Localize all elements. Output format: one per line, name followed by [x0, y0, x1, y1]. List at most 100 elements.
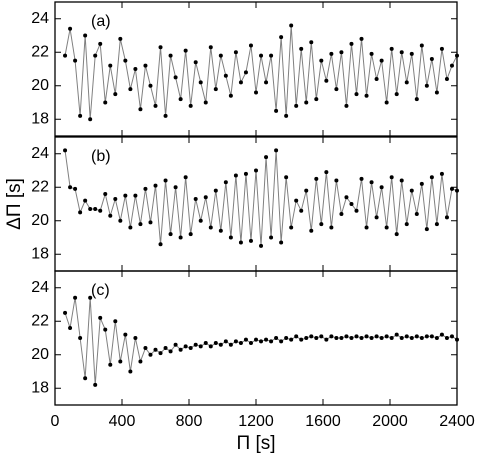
point: [68, 325, 73, 330]
x-tick-label: 2400: [439, 413, 475, 430]
y-tick-label: 20: [31, 346, 49, 363]
point: [424, 83, 429, 88]
point: [248, 238, 253, 243]
point: [389, 46, 394, 51]
point: [389, 175, 394, 180]
point: [218, 228, 223, 233]
point: [158, 242, 163, 247]
point: [349, 41, 354, 46]
point: [103, 327, 108, 332]
point: [449, 334, 454, 339]
point: [309, 334, 314, 339]
point: [414, 334, 419, 339]
point: [128, 369, 133, 374]
point: [198, 218, 203, 223]
point: [93, 207, 98, 212]
point: [98, 315, 103, 320]
y-tick-label: 18: [31, 245, 49, 262]
point: [138, 107, 143, 112]
point: [259, 339, 264, 344]
point: [354, 92, 359, 97]
point: [143, 346, 148, 351]
point: [228, 93, 233, 98]
point: [78, 113, 83, 118]
point: [233, 50, 238, 55]
point: [394, 332, 399, 337]
point: [409, 336, 414, 340]
point: [133, 336, 138, 340]
point: [339, 212, 344, 217]
panel-label: (b): [91, 148, 111, 165]
point: [419, 43, 424, 48]
point: [289, 337, 294, 342]
point: [183, 344, 188, 349]
y-tick-label: 22: [31, 178, 49, 195]
point: [279, 339, 284, 344]
point: [168, 349, 173, 354]
point: [444, 77, 449, 82]
x-tick-label: 800: [176, 413, 203, 430]
point: [218, 53, 223, 58]
panel-label: (a): [91, 13, 111, 30]
point: [63, 53, 68, 58]
point: [364, 334, 369, 339]
point: [364, 93, 369, 98]
point: [374, 215, 379, 220]
point: [83, 33, 88, 38]
point: [384, 334, 389, 339]
point: [319, 334, 324, 339]
point: [138, 222, 143, 227]
point: [389, 336, 394, 340]
x-tick-label: 1600: [305, 413, 341, 430]
point: [274, 148, 279, 153]
point: [334, 178, 339, 183]
point: [158, 351, 163, 356]
point: [248, 43, 253, 48]
point: [314, 97, 319, 102]
point: [88, 117, 93, 122]
point: [384, 225, 389, 230]
point: [213, 87, 218, 92]
point: [354, 334, 359, 339]
point: [238, 341, 243, 346]
point: [259, 243, 264, 248]
point: [374, 77, 379, 82]
point: [329, 334, 334, 339]
y-tick-label: 24: [31, 279, 49, 296]
point: [439, 171, 444, 176]
point: [153, 103, 158, 108]
x-axis-label: Π [s]: [236, 433, 275, 454]
point: [269, 53, 274, 58]
y-tick-label: 22: [31, 43, 49, 60]
point: [319, 58, 324, 63]
point: [118, 218, 123, 223]
point: [309, 228, 314, 233]
point: [173, 185, 178, 190]
point: [128, 225, 133, 230]
point: [429, 56, 434, 61]
point: [304, 188, 309, 193]
point: [439, 46, 444, 51]
point: [284, 175, 289, 180]
y-tick-label: 20: [31, 212, 49, 229]
point: [394, 232, 399, 237]
point: [294, 198, 299, 203]
point: [163, 113, 168, 118]
point: [98, 208, 103, 213]
y-axis-label: ΔΠ [s]: [4, 178, 25, 230]
point: [254, 90, 258, 95]
point: [264, 155, 269, 160]
point: [228, 342, 233, 347]
point: [334, 87, 339, 92]
point: [198, 344, 203, 349]
point: [178, 97, 183, 102]
point: [269, 235, 274, 240]
point: [188, 346, 193, 351]
point: [168, 53, 173, 58]
point: [233, 173, 238, 178]
point: [218, 342, 223, 347]
point: [208, 225, 213, 230]
point: [329, 51, 334, 56]
point: [284, 336, 289, 340]
